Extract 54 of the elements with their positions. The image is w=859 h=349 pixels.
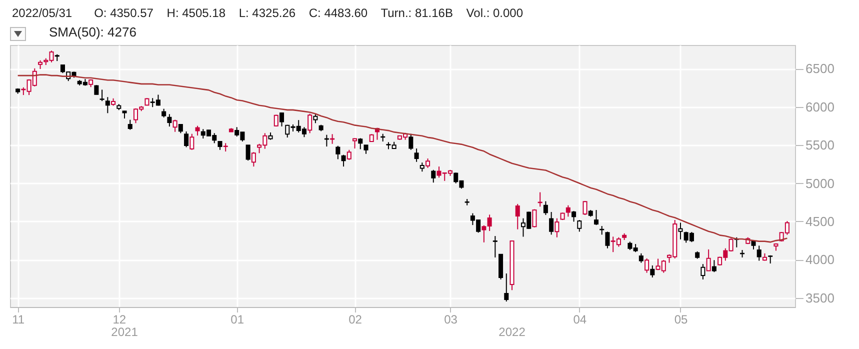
candlestick <box>167 114 172 128</box>
text: SMA(50): 4276 <box>49 24 136 40</box>
candlestick <box>504 272 509 302</box>
candlestick <box>279 112 284 127</box>
y-tick-label: 4500 <box>806 214 834 229</box>
candlestick <box>100 89 104 102</box>
candlestick <box>650 264 655 278</box>
candlestick <box>105 96 110 114</box>
candlestick <box>346 149 352 160</box>
candlestick <box>172 119 178 132</box>
chart-subtitle: O: 4350.57 H: 4505.18 L: 4325.26 C: 4483.60 Turn.: 81.16B Vol.: 0.000 <box>94 6 524 20</box>
candlestick <box>566 204 570 218</box>
x-tick-label: 11 <box>12 312 25 326</box>
text: 2021 <box>111 325 138 339</box>
candlestick <box>572 210 576 222</box>
candlestick <box>414 148 419 162</box>
x-tick-label: 02 <box>348 312 362 326</box>
candlestick <box>756 245 762 262</box>
candlestick <box>638 252 644 264</box>
candlestick <box>515 203 520 230</box>
x-tick-label: 01 <box>230 312 244 326</box>
candlestick <box>605 231 610 249</box>
candlestick <box>246 144 250 162</box>
x-tick-label: 12 <box>112 312 126 326</box>
candlestick <box>498 254 504 280</box>
text: 2022 <box>498 325 526 339</box>
candlestick <box>184 130 189 148</box>
candlestick <box>538 192 542 208</box>
candlestick <box>492 236 498 258</box>
y-tick-label: 6500 <box>806 61 834 76</box>
candlestick <box>94 84 99 96</box>
y-tick-label: 5000 <box>806 176 834 191</box>
y-tick-label: 5500 <box>806 138 834 153</box>
candlestick <box>128 119 132 130</box>
candlestick <box>195 125 200 136</box>
candlestick <box>341 154 346 168</box>
candlestick <box>582 200 588 216</box>
x-tick-label: 03 <box>444 312 458 326</box>
candlestick <box>543 200 548 216</box>
y-tick-label: 6000 <box>806 99 834 114</box>
candlestick <box>712 260 716 273</box>
candlestick <box>251 152 256 168</box>
y-tick-label: 3500 <box>806 290 834 306</box>
candlestick <box>594 209 599 226</box>
candlestick <box>431 169 436 184</box>
candlestick <box>336 145 340 160</box>
candlestick <box>274 114 278 127</box>
y-tick-label: 4000 <box>806 252 834 268</box>
candlestick <box>549 211 554 236</box>
candlestick <box>358 138 363 150</box>
chart-title: 2022/05/31 <box>12 6 72 20</box>
x-tick-label: 04 <box>573 312 587 326</box>
x-tick-label: 05 <box>674 312 688 326</box>
candlestick <box>408 133 414 150</box>
